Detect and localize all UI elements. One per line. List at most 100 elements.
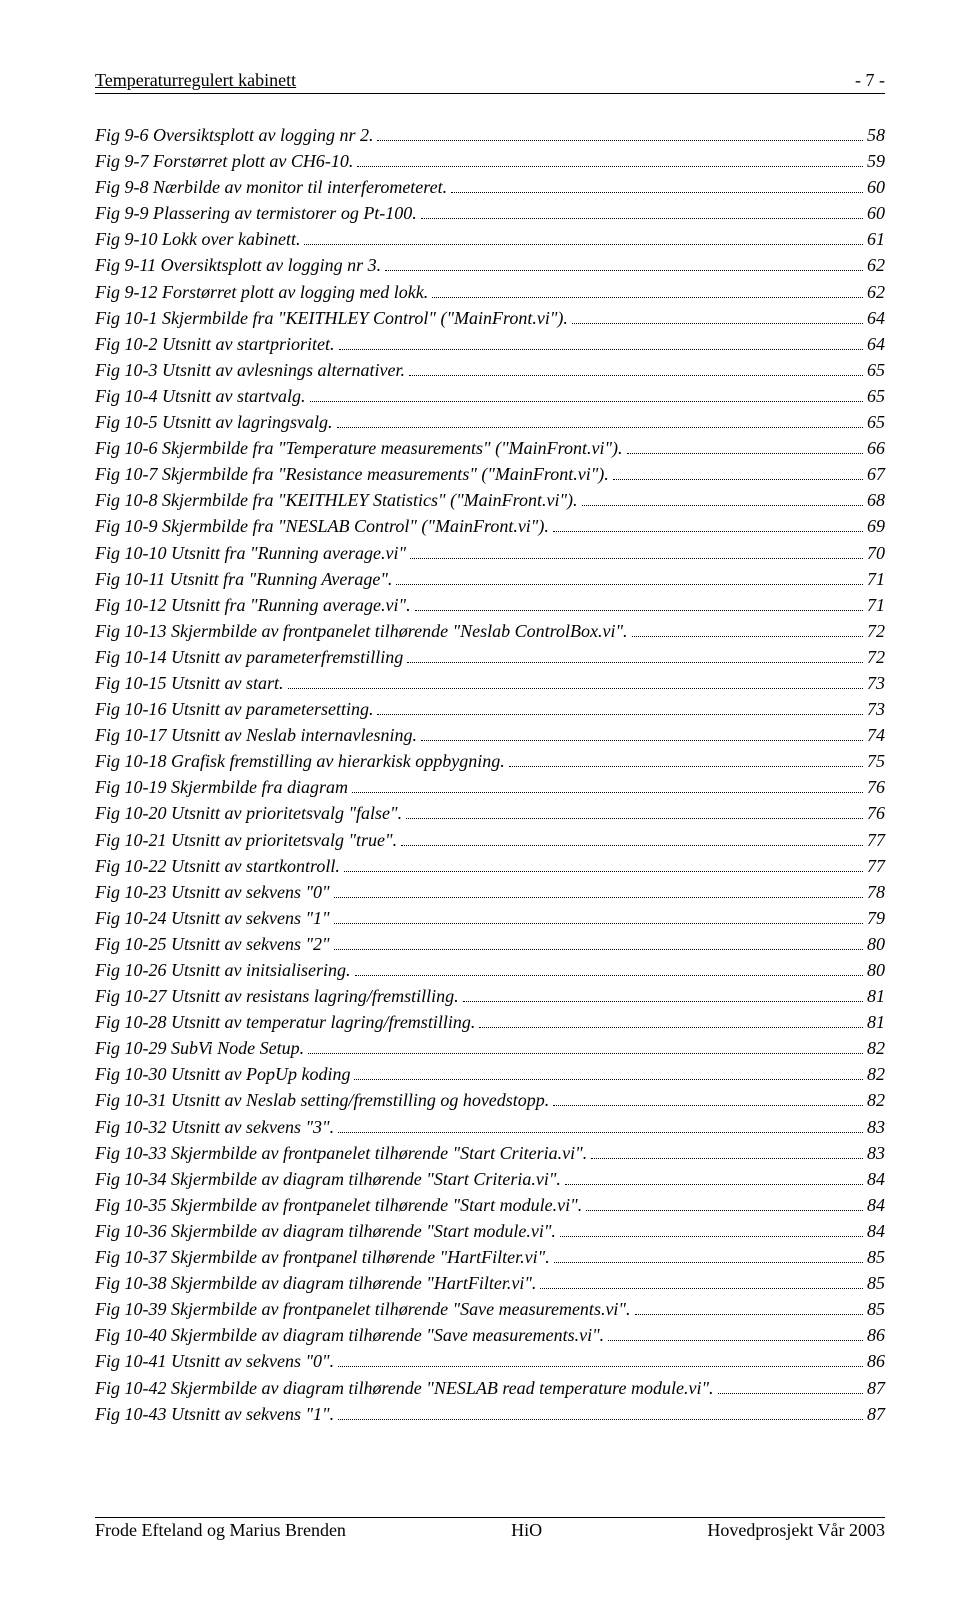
toc-line: Fig 10-8 Skjermbilde fra "KEITHLEY Stati… [95, 487, 885, 513]
toc-leader-dots [334, 923, 863, 924]
toc-leader-dots [608, 1340, 863, 1341]
toc-leader-dots [401, 845, 863, 846]
toc-line: Fig 10-29 SubVi Node Setup.82 [95, 1035, 885, 1061]
toc-label: Fig 10-37 Skjermbilde av frontpanel tilh… [95, 1244, 550, 1270]
toc-page-number: 80 [867, 957, 885, 983]
toc-page-number: 65 [867, 383, 885, 409]
toc-line: Fig 10-24 Utsnitt av sekvens "1"79 [95, 905, 885, 931]
toc-line: Fig 10-32 Utsnitt av sekvens "3".83 [95, 1114, 885, 1140]
toc-page-number: 59 [867, 148, 885, 174]
header-page-number: - 7 - [855, 70, 885, 91]
toc-label: Fig 10-12 Utsnitt fra "Running average.v… [95, 592, 411, 618]
toc-leader-dots [377, 714, 863, 715]
toc-leader-dots [304, 244, 863, 245]
toc-label: Fig 10-10 Utsnitt fra "Running average.v… [95, 540, 406, 566]
toc-page-number: 86 [867, 1348, 885, 1374]
toc-line: Fig 10-39 Skjermbilde av frontpanelet ti… [95, 1296, 885, 1322]
toc-leader-dots [572, 323, 863, 324]
toc-line: Fig 10-9 Skjermbilde fra "NESLAB Control… [95, 513, 885, 539]
toc-leader-dots [338, 1419, 863, 1420]
toc-page-number: 81 [867, 1009, 885, 1035]
toc-label: Fig 10-41 Utsnitt av sekvens "0". [95, 1348, 334, 1374]
toc-page-number: 64 [867, 331, 885, 357]
toc-leader-dots [339, 349, 863, 350]
toc-label: Fig 10-30 Utsnitt av PopUp koding [95, 1061, 350, 1087]
toc-page-number: 79 [867, 905, 885, 931]
toc-leader-dots [421, 740, 863, 741]
toc-leader-dots [432, 297, 863, 298]
toc-line: Fig 10-37 Skjermbilde av frontpanel tilh… [95, 1244, 885, 1270]
toc-page-number: 68 [867, 487, 885, 513]
toc-line: Fig 10-6 Skjermbilde fra "Temperature me… [95, 435, 885, 461]
toc-label: Fig 10-43 Utsnitt av sekvens "1". [95, 1401, 334, 1427]
toc-label: Fig 10-18 Grafisk fremstilling av hierar… [95, 748, 505, 774]
toc-line: Fig 10-1 Skjermbilde fra "KEITHLEY Contr… [95, 305, 885, 331]
toc-line: Fig 10-34 Skjermbilde av diagram tilhøre… [95, 1166, 885, 1192]
toc-line: Fig 10-3 Utsnitt av avlesnings alternati… [95, 357, 885, 383]
toc-page-number: 66 [867, 435, 885, 461]
toc-leader-dots [337, 427, 864, 428]
toc-line: Fig 10-19 Skjermbilde fra diagram76 [95, 774, 885, 800]
toc-label: Fig 10-32 Utsnitt av sekvens "3". [95, 1114, 334, 1140]
footer-project: Hovedprosjekt Vår 2003 [707, 1520, 885, 1541]
toc-page-number: 62 [867, 279, 885, 305]
toc-leader-dots [479, 1027, 863, 1028]
toc-line: Fig 10-20 Utsnitt av prioritetsvalg "fal… [95, 800, 885, 826]
toc-label: Fig 10-42 Skjermbilde av diagram tilhøre… [95, 1375, 714, 1401]
toc-page-number: 81 [867, 983, 885, 1009]
toc-label: Fig 10-23 Utsnitt av sekvens "0" [95, 879, 330, 905]
toc-page-number: 67 [867, 461, 885, 487]
toc-label: Fig 10-14 Utsnitt av parameterfremstilli… [95, 644, 403, 670]
toc-leader-dots [415, 610, 863, 611]
toc-label: Fig 10-26 Utsnitt av initsialisering. [95, 957, 351, 983]
toc-label: Fig 10-22 Utsnitt av startkontroll. [95, 853, 340, 879]
toc-page-number: 82 [867, 1035, 885, 1061]
toc-page-number: 71 [867, 592, 885, 618]
toc-leader-dots [565, 1184, 863, 1185]
toc-leader-dots [334, 949, 863, 950]
toc-leader-dots [338, 1132, 863, 1133]
toc-page-number: 71 [867, 566, 885, 592]
toc-leader-dots [308, 1053, 863, 1054]
toc-leader-dots [338, 1366, 863, 1367]
toc-line: Fig 10-25 Utsnitt av sekvens "2"80 [95, 931, 885, 957]
toc-label: Fig 10-28 Utsnitt av temperatur lagring/… [95, 1009, 475, 1035]
toc-line: Fig 10-16 Utsnitt av parametersetting.73 [95, 696, 885, 722]
toc-line: Fig 9-10 Lokk over kabinett.61 [95, 226, 885, 252]
toc-leader-dots [385, 270, 863, 271]
toc-page-number: 64 [867, 305, 885, 331]
toc-page-number: 60 [867, 200, 885, 226]
toc-line: Fig 10-42 Skjermbilde av diagram tilhøre… [95, 1375, 885, 1401]
toc-line: Fig 10-31 Utsnitt av Neslab setting/frem… [95, 1087, 885, 1113]
toc-line: Fig 10-15 Utsnitt av start.73 [95, 670, 885, 696]
toc-label: Fig 10-6 Skjermbilde fra "Temperature me… [95, 435, 623, 461]
toc-label: Fig 10-33 Skjermbilde av frontpanelet ti… [95, 1140, 587, 1166]
toc-page-number: 82 [867, 1087, 885, 1113]
toc-label: Fig 10-31 Utsnitt av Neslab setting/frem… [95, 1087, 549, 1113]
toc-page-number: 65 [867, 409, 885, 435]
toc-page-number: 60 [867, 174, 885, 200]
toc-page-number: 73 [867, 696, 885, 722]
toc-page-number: 87 [867, 1375, 885, 1401]
toc-label: Fig 10-34 Skjermbilde av diagram tilhøre… [95, 1166, 561, 1192]
toc-leader-dots [421, 218, 863, 219]
toc-page-number: 77 [867, 827, 885, 853]
header-title: Temperaturregulert kabinett [95, 70, 296, 91]
toc-label: Fig 10-8 Skjermbilde fra "KEITHLEY Stati… [95, 487, 578, 513]
toc-line: Fig 9-8 Nærbilde av monitor til interfer… [95, 174, 885, 200]
toc-label: Fig 9-7 Forstørret plott av CH6-10. [95, 148, 353, 174]
toc-page-number: 85 [867, 1296, 885, 1322]
toc-line: Fig 10-36 Skjermbilde av diagram tilhøre… [95, 1218, 885, 1244]
toc-line: Fig 10-10 Utsnitt fra "Running average.v… [95, 540, 885, 566]
toc-line: Fig 9-7 Forstørret plott av CH6-10. 59 [95, 148, 885, 174]
toc-page-number: 61 [867, 226, 885, 252]
toc-leader-dots [409, 375, 863, 376]
toc-page-number: 76 [867, 800, 885, 826]
toc-page-number: 75 [867, 748, 885, 774]
toc-leader-dots [582, 505, 863, 506]
toc-line: Fig 10-7 Skjermbilde fra "Resistance mea… [95, 461, 885, 487]
toc-label: Fig 10-35 Skjermbilde av frontpanelet ti… [95, 1192, 582, 1218]
toc-line: Fig 10-41 Utsnitt av sekvens "0". 86 [95, 1348, 885, 1374]
footer-institution: HiO [511, 1520, 542, 1541]
page-footer: Frode Efteland og Marius Brenden HiO Hov… [95, 1517, 885, 1541]
